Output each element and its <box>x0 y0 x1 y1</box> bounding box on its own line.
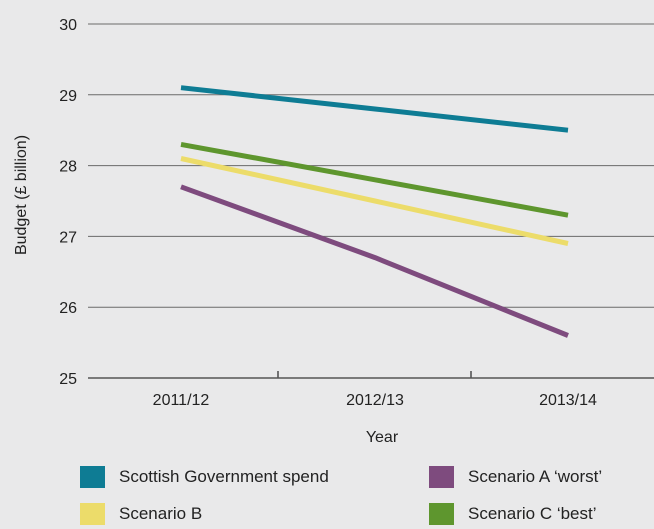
legend-label: Scottish Government spend <box>119 467 329 486</box>
y-tick-label: 29 <box>59 88 77 105</box>
y-tick-labels: 25 26 27 28 29 30 <box>59 17 77 388</box>
x-tick-label: 2011/12 <box>153 392 210 409</box>
y-tick-label: 27 <box>59 229 77 246</box>
legend-item-scenario-c: Scenario C ‘best’ <box>429 503 597 525</box>
legend-label: Scenario B <box>119 504 203 523</box>
legend: Scottish Government spend Scenario A ‘wo… <box>80 466 650 529</box>
series-line <box>180 156 569 246</box>
legend-item-scenario-a: Scenario A ‘worst’ <box>429 466 602 488</box>
legend-swatch <box>80 466 105 488</box>
series-line <box>180 184 569 338</box>
x-tick-label: 2013/14 <box>539 392 597 409</box>
series-line <box>180 85 569 133</box>
y-axis-title: Budget (£ billion) <box>13 135 30 255</box>
x-axis: 2011/12 2012/13 2013/14 <box>153 371 597 409</box>
y-tick-label: 30 <box>59 17 77 34</box>
series-lines <box>180 85 569 338</box>
legend-swatch <box>80 503 105 525</box>
y-tick-label: 26 <box>59 300 77 317</box>
y-tick-label: 25 <box>59 371 77 388</box>
y-tick-label: 28 <box>59 159 77 176</box>
legend-label: Scenario A ‘worst’ <box>468 467 603 486</box>
legend-item-scenario-b: Scenario B <box>80 503 202 525</box>
legend-swatch <box>429 466 454 488</box>
legend-label: Scenario C ‘best’ <box>468 504 597 523</box>
series-line <box>180 141 569 218</box>
x-tick-label: 2012/13 <box>346 392 404 409</box>
x-axis-title: Year <box>366 429 399 446</box>
legend-item-scottish-government-spend: Scottish Government spend <box>80 466 329 488</box>
legend-swatch <box>429 503 454 525</box>
gridlines <box>88 23 654 379</box>
